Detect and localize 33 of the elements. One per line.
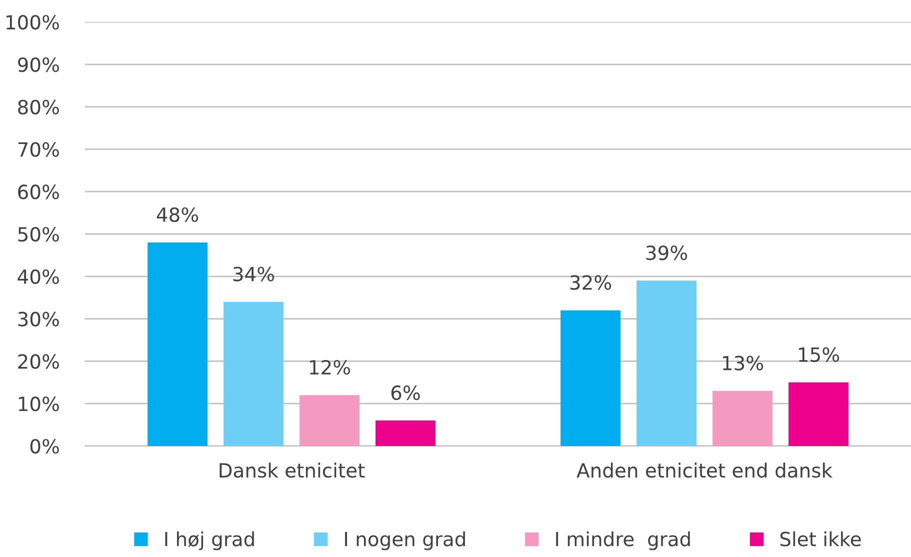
bar xyxy=(376,420,436,446)
data-label: 12% xyxy=(310,360,350,375)
legend-label: I mindre grad xyxy=(556,531,690,550)
bar xyxy=(300,395,360,446)
bar xyxy=(224,302,284,446)
legend-label: I nogen grad xyxy=(345,531,465,550)
bar xyxy=(148,242,208,446)
data-label: 32% xyxy=(570,275,612,290)
y-tick-label: 40% xyxy=(18,269,59,284)
y-tick-label: 80% xyxy=(18,100,59,114)
y-tick-label: 20% xyxy=(18,354,59,369)
data-label: 15% xyxy=(799,347,840,362)
y-tick-label: 30% xyxy=(18,312,59,326)
bar xyxy=(712,390,772,446)
y-tick-label: 0% xyxy=(30,438,59,454)
data-label: 34% xyxy=(233,266,274,282)
x-tick-label: Dansk etnicitet xyxy=(220,462,365,478)
legend-label: Slet ikke xyxy=(780,531,861,546)
y-tick-label: 70% xyxy=(18,142,59,157)
data-label: 48% xyxy=(156,207,198,222)
y-tick-label: 100% xyxy=(6,14,59,30)
bar xyxy=(788,382,848,446)
data-label: 39% xyxy=(646,246,688,260)
y-tick-label: 10% xyxy=(18,396,59,412)
y-tick-label: 90% xyxy=(18,57,59,72)
x-tick-label: Anden etnicitet end dansk xyxy=(576,462,832,478)
y-tick-label: 50% xyxy=(18,226,59,242)
bar xyxy=(636,280,696,446)
data-label: 13% xyxy=(723,356,764,370)
data-label: 6% xyxy=(391,385,420,400)
y-tick-label: 60% xyxy=(18,184,59,200)
bar xyxy=(560,310,620,446)
legend-label: I høj grad xyxy=(165,531,254,550)
